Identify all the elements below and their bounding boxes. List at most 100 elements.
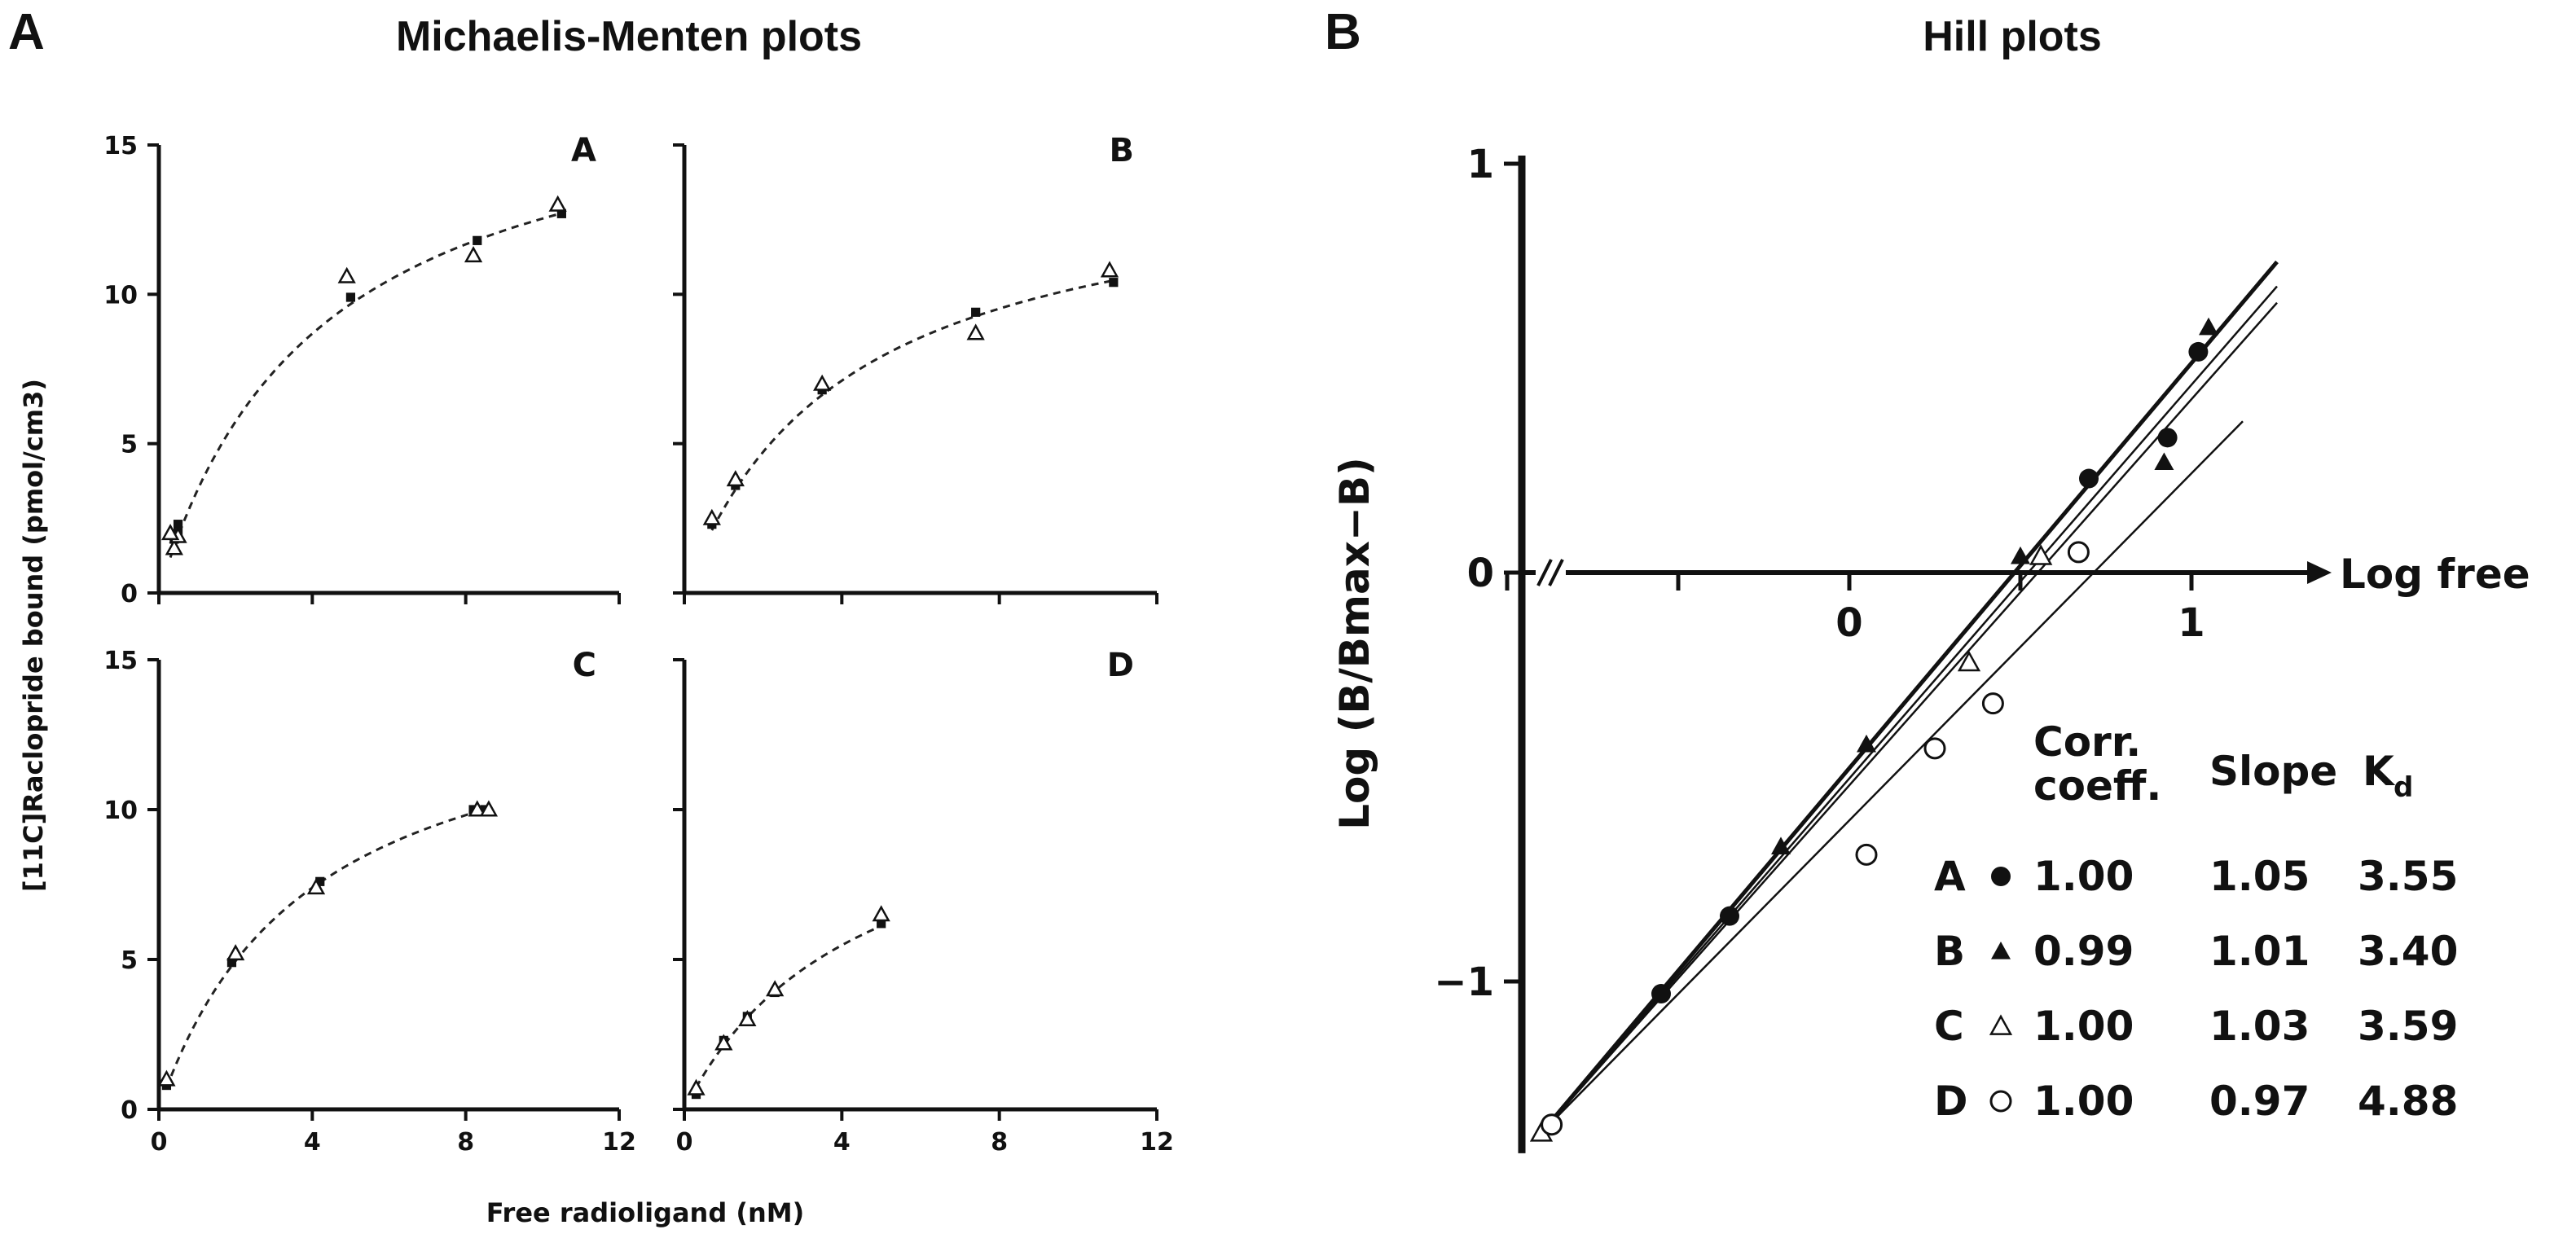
- hill-y-tick-label: 0: [1467, 551, 1494, 596]
- fit-curve: [695, 924, 882, 1088]
- data-point: [473, 235, 482, 245]
- y-tick-label: 5: [121, 431, 138, 459]
- mm-y-axis-label: [11C]Raclopride bound (pmol/cm3): [18, 379, 49, 892]
- data-point: [702, 508, 721, 525]
- table-slope-value: 1.05: [2209, 853, 2310, 900]
- x-tick-label: 0: [151, 1128, 168, 1157]
- mm-x-axis-label: Free radioligand (nM): [486, 1197, 805, 1228]
- axis-break-mark: [1548, 559, 1564, 586]
- data-point: [468, 800, 486, 817]
- y-tick-label: 0: [121, 1096, 138, 1125]
- panel-letter-b: B: [1325, 4, 1361, 60]
- table-slope-value: 0.97: [2209, 1078, 2310, 1125]
- data-point: [337, 266, 356, 283]
- x-tick-label: 0: [676, 1128, 693, 1157]
- table-row-marker: [1991, 942, 2011, 959]
- hill-data-point: [2029, 544, 2053, 565]
- table-kd-value: 3.40: [2358, 928, 2458, 975]
- x-tick-label: 4: [833, 1128, 851, 1157]
- subplot-letter: D: [1107, 647, 1134, 684]
- x-tick-label: 12: [1140, 1128, 1174, 1157]
- hill-data-point: [1855, 843, 1878, 866]
- hill-data-point: [1957, 650, 1981, 672]
- hill-data-point: [1981, 692, 2004, 715]
- table-corr-value: 0.99: [2033, 928, 2134, 975]
- hill-data-point: [2079, 468, 2099, 489]
- subplot-letter: C: [573, 647, 596, 684]
- hill-fit-line: [1541, 285, 2278, 1134]
- table-header-k: K: [2363, 748, 2396, 795]
- data-point: [556, 209, 566, 218]
- hill-data-point: [1771, 836, 1791, 854]
- hill-data-point: [2011, 546, 2030, 564]
- subplot-letter: B: [1110, 132, 1135, 169]
- hill-data-point: [1923, 737, 1946, 760]
- table-row-marker: [1989, 1014, 2013, 1035]
- hill-fit-line: [1541, 301, 2278, 1134]
- panel-title-michaelis-menten: Michaelis-Menten plots: [396, 13, 862, 60]
- table-row-label: C: [1934, 1003, 1964, 1050]
- data-point: [173, 520, 183, 529]
- data-point: [226, 958, 237, 968]
- hill-table: Corr. coeff. Slope K d A 1.00 1.05 3.55 B 0.9…: [1934, 718, 2458, 1125]
- hill-data-point: [1651, 984, 1671, 1004]
- hill-data-point: [2199, 317, 2218, 336]
- data-point: [479, 800, 499, 817]
- table-corr-value: 1.00: [2033, 1003, 2134, 1050]
- data-point: [714, 1034, 733, 1051]
- data-point: [766, 980, 785, 997]
- table-header-coeff: coeff.: [2033, 762, 2161, 810]
- table-corr-value: 1.00: [2033, 853, 2134, 900]
- table-header-slope: Slope: [2209, 748, 2337, 795]
- data-point: [548, 195, 567, 212]
- table-corr-value: 1.00: [2033, 1078, 2134, 1125]
- data-point: [165, 538, 183, 555]
- table-row-marker: [1989, 1090, 2012, 1113]
- table-kd-value: 4.88: [2358, 1078, 2458, 1125]
- hill-y-axis-label: Log (B/Bmax−B): [1331, 457, 1378, 830]
- hill-data-point: [2067, 541, 2090, 564]
- y-tick-label: 5: [121, 946, 138, 975]
- hill-x-axis-label: Log free: [2340, 551, 2530, 598]
- fit-curve: [169, 212, 562, 559]
- y-tick-label: 10: [103, 281, 138, 310]
- y-tick-label: 15: [103, 132, 138, 160]
- fit-curve: [710, 279, 1114, 531]
- axis-break-mark: [1536, 559, 1553, 586]
- subplot-a: 0 5 10 15 A: [103, 132, 621, 608]
- hill-fit-line: [1540, 260, 2279, 1135]
- data-point: [877, 919, 886, 929]
- x-tick-label: 8: [991, 1128, 1008, 1157]
- y-tick-label: 0: [121, 580, 138, 608]
- data-point: [315, 876, 325, 886]
- table-slope-value: 1.01: [2209, 928, 2310, 975]
- table-row-label: A: [1934, 853, 1966, 900]
- data-point: [813, 374, 832, 391]
- hill-x-tick-label: 0: [1835, 600, 1862, 646]
- hill-data-point: [1541, 1113, 1563, 1136]
- data-point: [687, 1078, 706, 1096]
- hill-x-axis-arrowhead: [2307, 561, 2332, 584]
- data-point: [345, 292, 356, 302]
- x-tick-label: 8: [457, 1128, 474, 1157]
- hill-data-point: [2188, 341, 2209, 362]
- hill-data-point: [1857, 734, 1876, 753]
- hill-plot: 0 1 −1 0 1: [1434, 142, 2332, 1153]
- hill-data-point: [1720, 906, 1739, 926]
- table-row-marker: [1991, 867, 2011, 886]
- table-slope-value: 1.03: [2209, 1003, 2310, 1050]
- subplot-d: 0 4 8 12 D: [673, 647, 1174, 1157]
- table-header-corr: Corr.: [2033, 718, 2141, 766]
- x-tick-label: 12: [602, 1128, 636, 1157]
- data-point: [966, 323, 985, 340]
- table-header-k-subscript: d: [2394, 771, 2413, 804]
- y-tick-label: 15: [103, 647, 138, 675]
- data-point: [1100, 261, 1119, 278]
- fit-curve: [165, 806, 490, 1089]
- subplot-letter: A: [571, 132, 596, 169]
- hill-data-point: [2157, 428, 2178, 448]
- table-row-label: B: [1934, 928, 1965, 975]
- hill-x-tick-label: 1: [2178, 600, 2205, 646]
- data-point: [971, 307, 981, 317]
